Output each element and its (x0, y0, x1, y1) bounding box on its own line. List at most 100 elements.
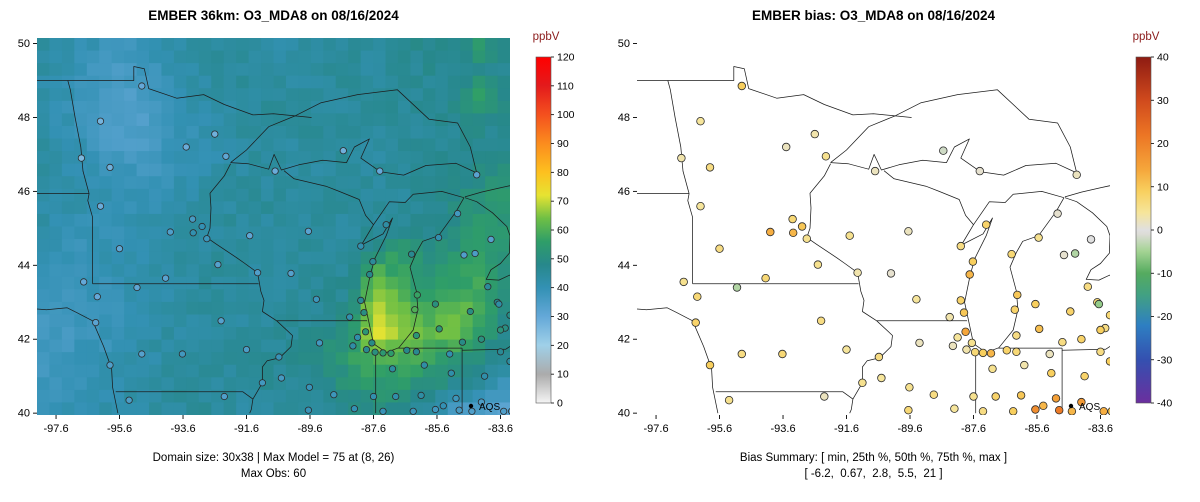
grid-cell (460, 377, 474, 391)
grid-cell (86, 138, 100, 152)
grid-cell (298, 188, 312, 202)
grid-cell (335, 125, 349, 140)
grid-cell (323, 188, 337, 202)
grid-cell (285, 213, 299, 227)
grid-cell (86, 352, 100, 366)
grid-cell (124, 50, 138, 64)
grid-cell (49, 239, 63, 253)
grid-cell (348, 38, 362, 52)
aqs-station-dot (304, 227, 312, 235)
grid-cell (335, 88, 349, 102)
aqs-station-dot (965, 270, 974, 279)
grid-cell (161, 201, 175, 215)
grid-cell (136, 314, 150, 328)
grid-cell (149, 264, 162, 278)
grid-cell (173, 251, 187, 265)
grid-cell (485, 188, 499, 202)
grid-cell (360, 176, 374, 190)
grid-cell (37, 151, 50, 165)
grid-cell (422, 75, 436, 89)
aqs-station-dot (496, 348, 505, 356)
grid-cell (223, 289, 237, 303)
grid-cell (236, 188, 250, 202)
x-tick-label: -87.6 (961, 423, 986, 435)
y-tick-label: 42 (18, 334, 30, 346)
grid-cell (111, 264, 125, 278)
grid-cell (435, 38, 449, 52)
grid-cell (447, 314, 461, 328)
x-tick-label: -95.6 (107, 423, 132, 435)
aqs-station-dot (929, 390, 938, 399)
grid-cell (397, 100, 411, 114)
grid-cell (37, 389, 50, 403)
grid-cell (410, 226, 424, 240)
grid-cell (173, 314, 187, 328)
aqs-station-dot (1012, 347, 1021, 356)
grid-cell (223, 138, 237, 152)
grid-cell (37, 352, 50, 366)
colorbar-tick-label: 30 (1157, 95, 1169, 107)
grid-cell (161, 163, 175, 177)
grid-cell (373, 364, 387, 378)
grid-cell (124, 364, 138, 378)
grid-cell (136, 301, 150, 315)
grid-cell (111, 113, 125, 127)
grid-cell (472, 301, 486, 315)
grid-cell (111, 327, 125, 341)
grid-cell (397, 38, 411, 52)
grid-cell (161, 100, 175, 114)
grid-cell (373, 239, 387, 253)
grid-cell (124, 138, 138, 152)
grid-cell (460, 213, 474, 227)
grid-cell (186, 402, 200, 415)
grid-cell (397, 352, 411, 366)
y-tick-label: 50 (618, 38, 630, 50)
boundary-line (1064, 185, 1110, 198)
grid-cell (298, 100, 312, 114)
grid-cell (373, 88, 387, 102)
grid-cell (447, 151, 461, 165)
grid-cell (435, 125, 449, 140)
grid-cell (261, 38, 274, 52)
grid-cell (485, 389, 499, 403)
grid-cell (273, 213, 287, 227)
grid-cell (373, 264, 387, 278)
grid-cell (198, 352, 212, 366)
grid-cell (124, 88, 138, 102)
grid-cell (373, 38, 387, 52)
grid-cell (410, 75, 424, 89)
grid-cell (248, 251, 262, 265)
grid-cell (373, 276, 387, 290)
grid-cell (435, 352, 449, 366)
grid-cell (186, 38, 200, 52)
grid-cell (149, 201, 162, 215)
grid-cell (447, 301, 461, 315)
grid-cell (186, 239, 200, 253)
grid-cell (422, 176, 436, 190)
grid-cell (61, 151, 75, 165)
grid-cell (111, 226, 125, 240)
grid-cell (198, 38, 212, 52)
grid-cell (99, 264, 113, 278)
grid-cell (186, 188, 200, 202)
aqs-station-dot (1002, 346, 1011, 355)
grid-cell (422, 226, 436, 240)
grid-cell (186, 75, 200, 89)
grid-cell (49, 188, 63, 202)
grid-cell (410, 125, 424, 140)
grid-cell (136, 63, 150, 77)
grid-cell (248, 163, 262, 177)
grid-cell (223, 88, 237, 102)
grid-cell (99, 314, 113, 328)
aqs-station-dot (1083, 282, 1092, 291)
grid-cell (422, 201, 436, 215)
grid-cell (198, 389, 212, 403)
grid-cell (298, 38, 312, 52)
grid-cell (460, 88, 474, 102)
grid-cell (186, 276, 200, 290)
grid-cell (348, 100, 362, 114)
aqs-station-dot (959, 308, 969, 317)
grid-cell (124, 352, 138, 366)
grid-cell (285, 63, 299, 77)
grid-cell (335, 38, 349, 52)
